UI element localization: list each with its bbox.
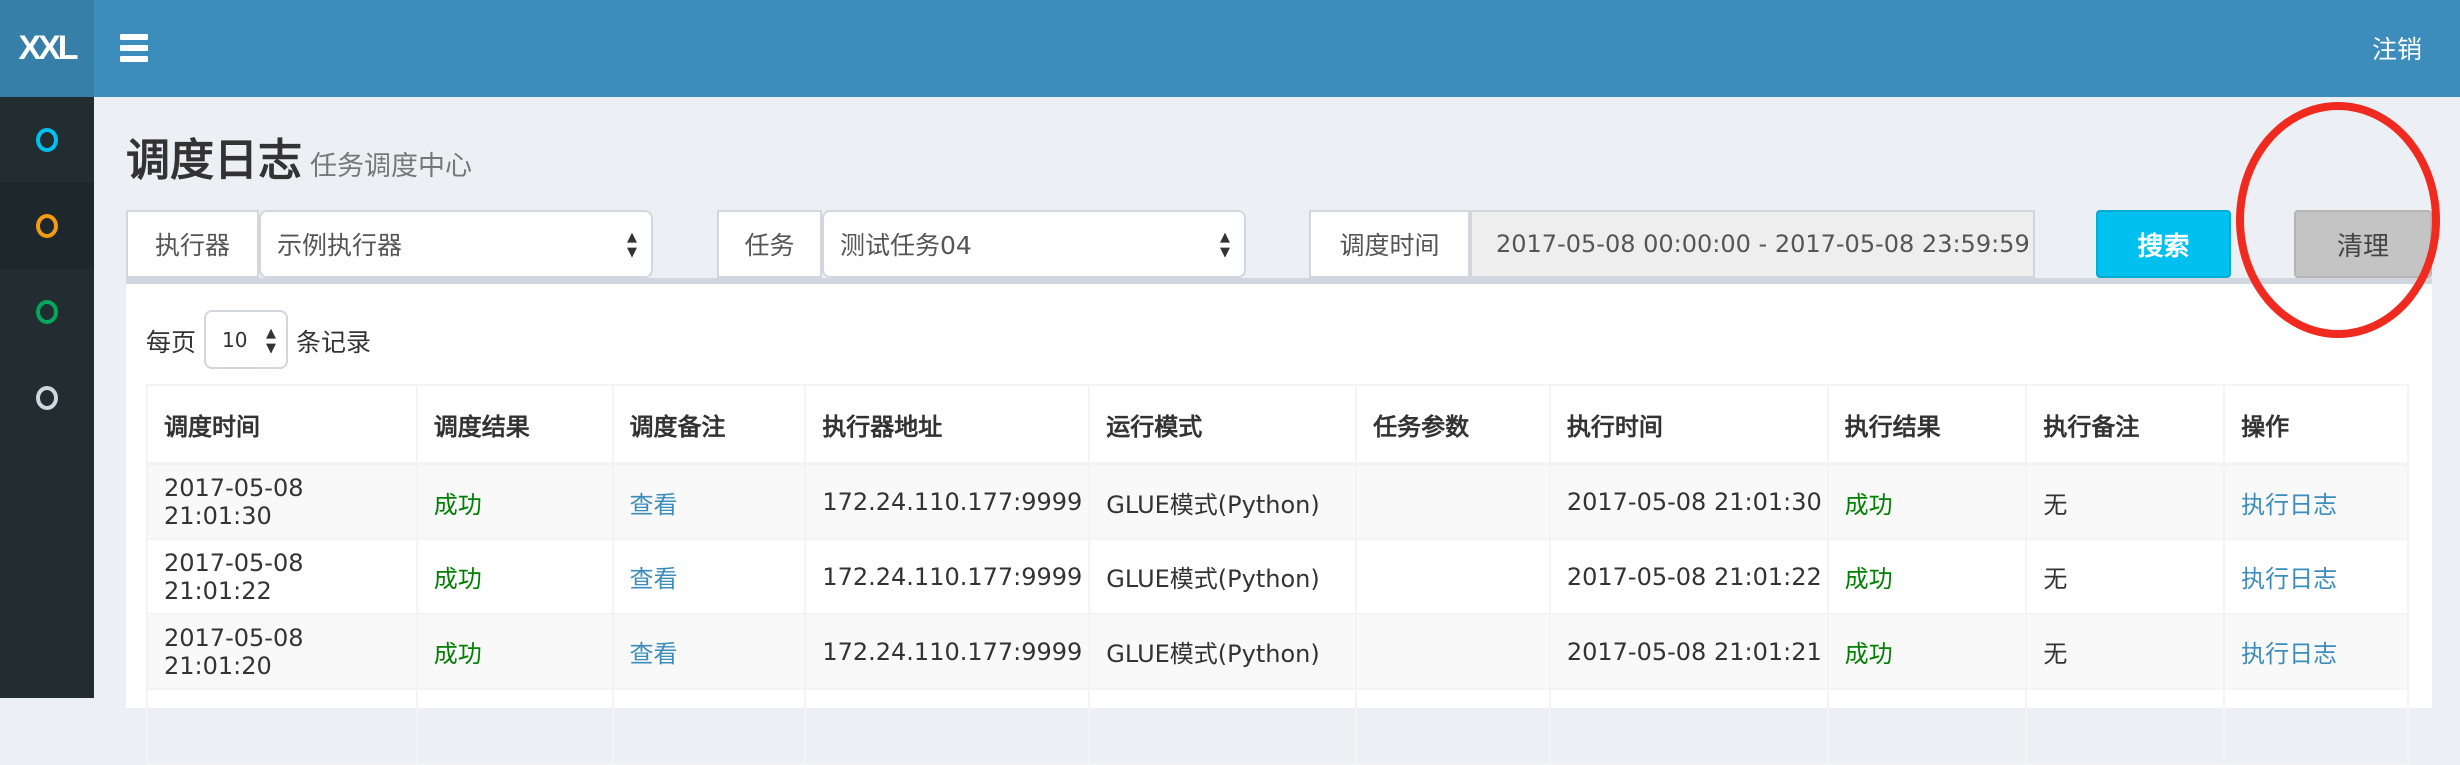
sidebar-item-4[interactable] (0, 355, 94, 441)
page-size-select[interactable]: 10 ▲ ▼ (204, 310, 289, 369)
executor-select[interactable]: 示例执行器 ▲ ▼ (259, 210, 653, 278)
executor-address-cell: 172.24.110.177:9999 (804, 538, 1091, 615)
trigger-remark-cell[interactable]: 查看 (611, 463, 807, 540)
empty-cell (2025, 688, 2226, 765)
hamburger-menu-icon[interactable] (120, 34, 148, 62)
empty-cell (2223, 688, 2409, 765)
select-arrows-icon: ▲ ▼ (1220, 230, 1230, 260)
time-filter: 调度时间 2017-05-08 00:00:00 - 2017-05-08 23… (1309, 210, 2035, 278)
handle-time-cell: 2017-05-08 21:01:30 (1548, 463, 1829, 540)
column-header[interactable]: 执行结果 (1826, 384, 2028, 466)
top-navbar: XXL 注销 (0, 0, 2460, 97)
circle-icon (36, 300, 58, 324)
run-mode-cell: GLUE模式(Python) (1088, 538, 1358, 615)
executor-address-cell: 172.24.110.177:9999 (804, 613, 1091, 690)
clear-button[interactable]: 清理 (2294, 210, 2432, 278)
empty-cell (611, 688, 807, 765)
trigger-time-cell: 2017-05-08 21:01:22 (146, 538, 418, 615)
task-filter: 任务 测试任务04 ▲ ▼ (717, 210, 1246, 278)
page-size-value: 10 (222, 327, 248, 352)
column-header[interactable]: 任务参数 (1355, 384, 1551, 466)
circle-icon (36, 386, 58, 410)
task-value: 测试任务04 (840, 231, 972, 260)
circle-icon (36, 214, 58, 238)
page-size-prefix: 每页 (146, 327, 197, 357)
trigger-result-cell: 成功 (415, 613, 614, 690)
trigger-remark-cell[interactable]: 查看 (611, 613, 807, 690)
table-row: 2017-05-08 21:01:20 成功 查看 172.24.110.177:99… (146, 613, 2409, 690)
task-params-cell (1355, 463, 1551, 540)
executor-value: 示例执行器 (277, 231, 403, 260)
logout-link[interactable]: 注销 (2371, 35, 2422, 64)
task-label: 任务 (717, 210, 822, 278)
column-header[interactable]: 调度结果 (415, 384, 614, 466)
log-table: 调度时间 调度结果 调度备注 执行器地址 运行模式 任务参数 执行时间 执行结果… (146, 384, 2409, 765)
empty-cell (1088, 688, 1358, 765)
column-header[interactable]: 调度备注 (611, 384, 807, 466)
handle-remark-cell: 无 (2025, 613, 2226, 690)
column-header[interactable]: 运行模式 (1088, 384, 1358, 466)
table-row (146, 688, 2409, 765)
task-params-cell (1355, 613, 1551, 690)
empty-cell (1548, 688, 1829, 765)
column-header[interactable]: 执行备注 (2025, 384, 2226, 466)
table-row: 2017-05-08 21:01:22 成功 查看 172.24.110.177:99… (146, 538, 2409, 615)
empty-cell (1355, 688, 1551, 765)
sidebar (0, 97, 94, 698)
empty-cell (146, 688, 418, 765)
run-mode-cell: GLUE模式(Python) (1088, 613, 1358, 690)
page-size-suffix: 条记录 (296, 327, 372, 357)
handle-remark-cell: 无 (2025, 463, 2226, 540)
column-header[interactable]: 操作 (2223, 384, 2409, 466)
trigger-result-cell: 成功 (415, 538, 614, 615)
trigger-result-cell: 成功 (415, 463, 614, 540)
logo[interactable]: XXL (0, 0, 94, 97)
page-title: 调度日志 任务调度中心 (126, 124, 472, 188)
trigger-time-cell: 2017-05-08 21:01:30 (146, 463, 418, 540)
trigger-remark-cell[interactable]: 查看 (611, 538, 807, 615)
action-cell[interactable]: 执行日志 (2223, 613, 2409, 690)
sidebar-item-1[interactable] (0, 97, 94, 183)
select-arrows-icon: ▲ ▼ (627, 230, 637, 260)
page-title-text: 调度日志 (126, 135, 302, 186)
search-button[interactable]: 搜索 (2096, 210, 2231, 278)
circle-icon (36, 128, 58, 152)
select-arrows-icon: ▲ ▼ (266, 326, 277, 356)
time-range-input[interactable]: 2017-05-08 00:00:00 - 2017-05-08 23:59:5… (1470, 210, 2035, 278)
column-header[interactable]: 执行时间 (1548, 384, 1829, 466)
empty-cell (415, 688, 614, 765)
task-params-cell (1355, 538, 1551, 615)
executor-filter: 执行器 示例执行器 ▲ ▼ (126, 210, 653, 278)
column-header[interactable]: 执行器地址 (804, 384, 1091, 466)
handle-remark-cell: 无 (2025, 538, 2226, 615)
empty-cell (1826, 688, 2028, 765)
page-size-control: 每页 10 ▲ ▼ 条记录 (146, 310, 372, 369)
handle-result-cell: 成功 (1826, 463, 2028, 540)
column-header[interactable]: 调度时间 (146, 384, 418, 466)
trigger-time-cell: 2017-05-08 21:01:20 (146, 613, 418, 690)
table-header-row: 调度时间 调度结果 调度备注 执行器地址 运行模式 任务参数 执行时间 执行结果… (146, 384, 2409, 466)
action-cell[interactable]: 执行日志 (2223, 538, 2409, 615)
handle-result-cell: 成功 (1826, 613, 2028, 690)
sidebar-item-2[interactable] (0, 183, 94, 269)
time-label: 调度时间 (1309, 210, 1470, 278)
page-subtitle: 任务调度中心 (310, 151, 472, 182)
executor-label: 执行器 (126, 210, 259, 278)
executor-address-cell: 172.24.110.177:9999 (804, 463, 1091, 540)
empty-cell (804, 688, 1091, 765)
handle-result-cell: 成功 (1826, 538, 2028, 615)
handle-time-cell: 2017-05-08 21:01:21 (1548, 613, 1829, 690)
run-mode-cell: GLUE模式(Python) (1088, 463, 1358, 540)
table-row: 2017-05-08 21:01:30 成功 查看 172.24.110.177:99… (146, 463, 2409, 540)
action-cell[interactable]: 执行日志 (2223, 463, 2409, 540)
handle-time-cell: 2017-05-08 21:01:22 (1548, 538, 1829, 615)
task-select[interactable]: 测试任务04 ▲ ▼ (822, 210, 1246, 278)
sidebar-item-3[interactable] (0, 269, 94, 355)
